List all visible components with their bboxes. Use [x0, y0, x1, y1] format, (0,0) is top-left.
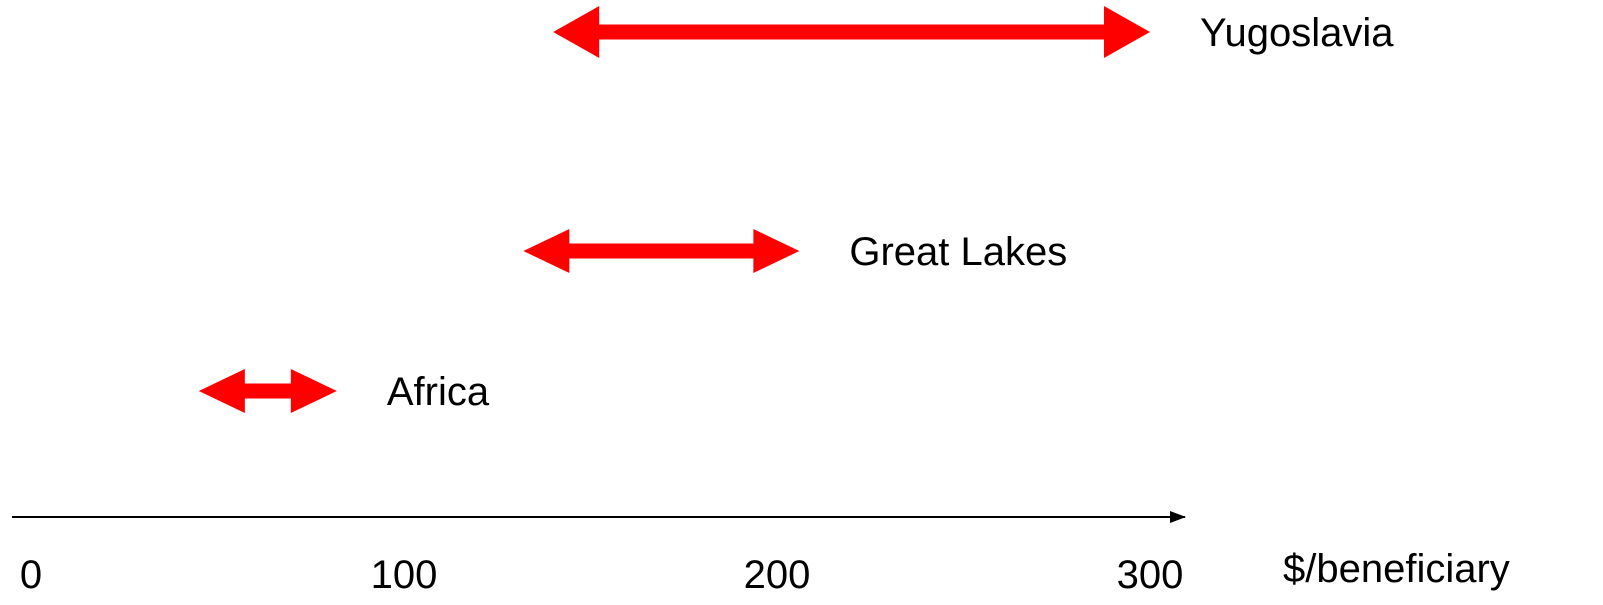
x-tick-label: 200	[744, 553, 811, 597]
range-arrow: Africa	[198, 369, 490, 414]
range-arrow-shape	[553, 6, 1150, 58]
x-axis-label: $/beneficiary	[1283, 547, 1510, 591]
range-label: Great Lakes	[849, 230, 1067, 274]
x-tick-label: 100	[371, 553, 438, 597]
range-arrow: Great Lakes	[523, 229, 1067, 274]
ranges-layer: Yugoslavia Great Lakes Africa	[198, 6, 1394, 414]
range-arrow-shape	[198, 369, 337, 413]
x-tick-label: 0	[20, 553, 42, 597]
x-tick-labels: 0 100 200 300	[20, 553, 1184, 597]
range-arrow-shape	[523, 229, 800, 273]
range-label: Africa	[387, 370, 490, 414]
range-arrow: Yugoslavia	[553, 6, 1394, 58]
range-label: Yugoslavia	[1200, 11, 1394, 55]
x-tick-label: 300	[1117, 553, 1184, 597]
